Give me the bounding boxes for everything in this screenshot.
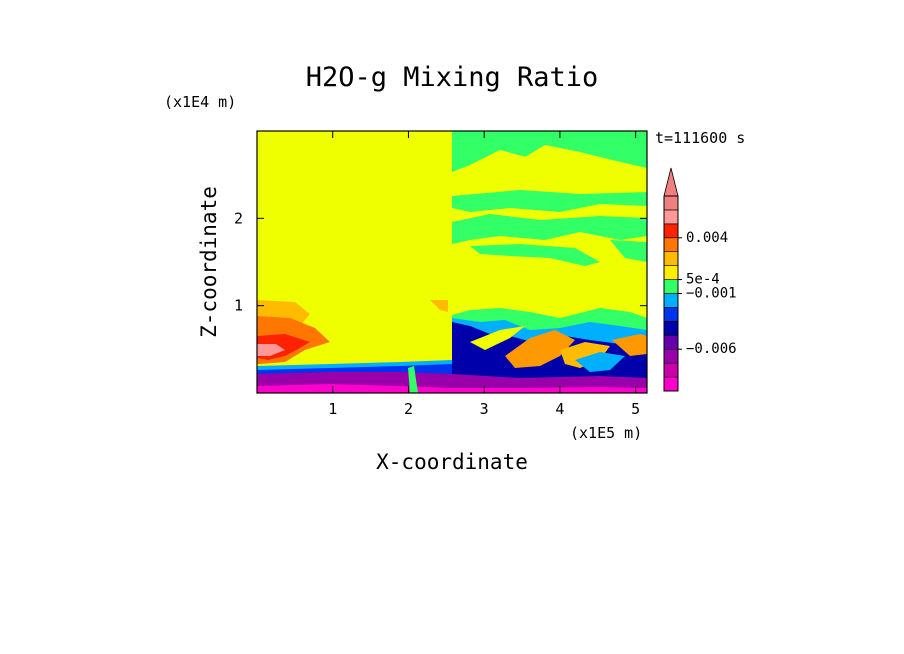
y-scale-label: (x1E4 m) xyxy=(164,93,236,111)
x-tick-label: 2 xyxy=(404,400,413,418)
field-right-cyan-streak xyxy=(575,352,625,372)
colorbar-tick-label: 0.004 xyxy=(686,230,728,246)
colorbar-labels: 0.004 5e-4−0.001 −0.006 xyxy=(678,230,737,357)
colorbar-tick-label: −0.006 xyxy=(686,341,737,357)
field-upper-yellow-patch xyxy=(470,150,610,180)
field-right-orange-filament-1 xyxy=(505,330,575,368)
colorbar-level xyxy=(663,376,679,392)
time-label: t=111600 s xyxy=(655,129,745,147)
x-tick-label: 1 xyxy=(328,400,337,418)
y-axis-label: Z-coordinate xyxy=(197,186,221,338)
x-tick-label: 4 xyxy=(555,400,564,418)
field-green-band-3 xyxy=(470,244,600,266)
colorbar-level xyxy=(663,195,679,211)
colorbar-level xyxy=(663,209,679,225)
field-surface-magenta xyxy=(257,384,647,393)
x-axis-label: X-coordinate xyxy=(376,450,528,474)
y-tick-label: 1 xyxy=(234,297,243,315)
colorbar-level xyxy=(663,237,679,253)
field-right-yellow-streak xyxy=(470,326,525,350)
colorbar-level xyxy=(663,362,679,378)
colorbar-level xyxy=(663,251,679,266)
colorbar-level xyxy=(663,348,679,364)
y-axis: 12 xyxy=(234,209,647,315)
x-tick-label: 5 xyxy=(631,400,640,418)
x-tick-label: 3 xyxy=(480,400,489,418)
colorbar-tick-label: 5e-4 xyxy=(686,272,720,288)
plot-frame xyxy=(256,130,648,394)
y-tick-label: 2 xyxy=(234,209,243,227)
field-right-orange-filament-3 xyxy=(612,334,647,356)
colorbar-tick-label: −0.001 xyxy=(686,286,737,302)
contour-field xyxy=(257,131,647,393)
chart-title: H2O-g Mixing Ratio xyxy=(306,62,599,93)
colorbar-level xyxy=(663,265,679,280)
field-mid-small-orange xyxy=(430,300,448,312)
colorbar-level xyxy=(663,334,679,350)
colorbar-level xyxy=(663,279,679,294)
field-green-band-4 xyxy=(610,240,647,262)
colorbar xyxy=(663,167,679,392)
field-upper-green-top xyxy=(452,131,647,172)
field-right-orange-filament-2 xyxy=(560,342,610,368)
colorbar-level xyxy=(663,223,679,239)
field-surface-green-plume xyxy=(408,366,418,393)
colorbar-level xyxy=(663,293,679,308)
colorbar-level xyxy=(663,307,679,322)
field-left-pink-core xyxy=(257,344,285,356)
x-scale-label: (x1E5 m) xyxy=(570,424,642,442)
field-green-band-2 xyxy=(452,214,647,244)
field-green-band-1 xyxy=(452,190,647,212)
x-axis: 1 2 3 4 5 xyxy=(328,131,640,418)
colorbar-extend-triangle xyxy=(663,167,679,197)
colorbar-level xyxy=(663,321,679,336)
